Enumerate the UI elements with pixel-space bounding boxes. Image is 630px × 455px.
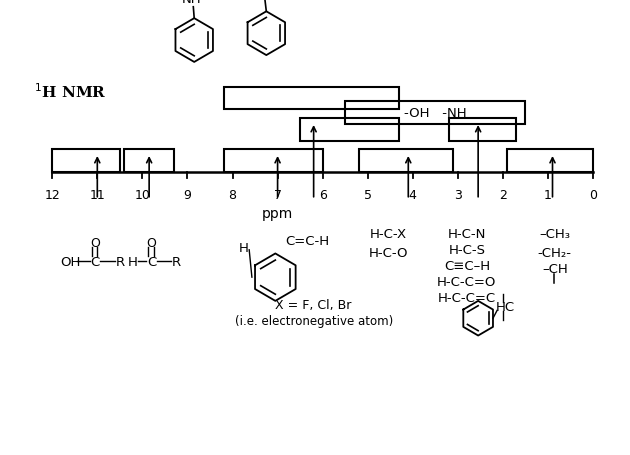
Text: –CH: –CH bbox=[542, 263, 568, 276]
Text: H-C-N: H-C-N bbox=[448, 228, 486, 241]
Text: 6: 6 bbox=[319, 189, 326, 202]
Bar bbox=[300, 119, 399, 142]
Text: H-C-S: H-C-S bbox=[449, 244, 485, 257]
Bar bbox=[345, 102, 525, 125]
Text: OH: OH bbox=[60, 255, 81, 268]
Text: H-C-C=O: H-C-C=O bbox=[437, 276, 496, 288]
Text: H-C-C=C: H-C-C=C bbox=[438, 292, 496, 304]
Text: 4: 4 bbox=[409, 189, 416, 202]
Text: 10: 10 bbox=[134, 189, 151, 202]
Text: 9: 9 bbox=[183, 189, 192, 202]
Text: C: C bbox=[91, 255, 100, 268]
Text: H-C-O: H-C-O bbox=[369, 246, 408, 259]
Bar bbox=[124, 150, 174, 173]
Text: O: O bbox=[90, 236, 100, 249]
Bar bbox=[52, 150, 120, 173]
Text: -OH   -NH: -OH -NH bbox=[404, 107, 467, 120]
Text: 1: 1 bbox=[544, 189, 552, 202]
Text: $^1$H NMR: $^1$H NMR bbox=[34, 81, 107, 101]
Text: 2: 2 bbox=[499, 189, 507, 202]
Bar bbox=[358, 150, 454, 173]
Text: 0: 0 bbox=[589, 189, 597, 202]
Text: 3: 3 bbox=[454, 189, 462, 202]
Text: C: C bbox=[147, 255, 156, 268]
Text: 7: 7 bbox=[273, 189, 282, 202]
Text: 12: 12 bbox=[44, 189, 60, 202]
Bar bbox=[224, 150, 323, 173]
Text: (i.e. electronegative atom): (i.e. electronegative atom) bbox=[234, 314, 392, 327]
Text: X = F, Cl, Br: X = F, Cl, Br bbox=[275, 298, 352, 311]
Bar bbox=[449, 119, 517, 142]
Text: C≡C–H: C≡C–H bbox=[444, 260, 490, 273]
Text: NH: NH bbox=[182, 0, 202, 6]
Text: 5: 5 bbox=[364, 189, 372, 202]
Text: H: H bbox=[127, 255, 137, 268]
Text: C=C-H: C=C-H bbox=[285, 235, 329, 248]
Text: H: H bbox=[239, 242, 249, 254]
Text: O: O bbox=[146, 236, 156, 249]
Text: ppm: ppm bbox=[262, 207, 293, 221]
Text: R: R bbox=[115, 255, 124, 268]
Text: –CH₃: –CH₃ bbox=[539, 228, 570, 241]
Bar bbox=[224, 87, 399, 110]
Bar bbox=[507, 150, 593, 173]
Text: 11: 11 bbox=[89, 189, 105, 202]
Text: -CH₂-: -CH₂- bbox=[538, 246, 572, 259]
Text: H-C-X: H-C-X bbox=[369, 228, 406, 241]
Text: 8: 8 bbox=[229, 189, 236, 202]
Text: HC: HC bbox=[496, 301, 515, 313]
Text: R: R bbox=[171, 255, 181, 268]
